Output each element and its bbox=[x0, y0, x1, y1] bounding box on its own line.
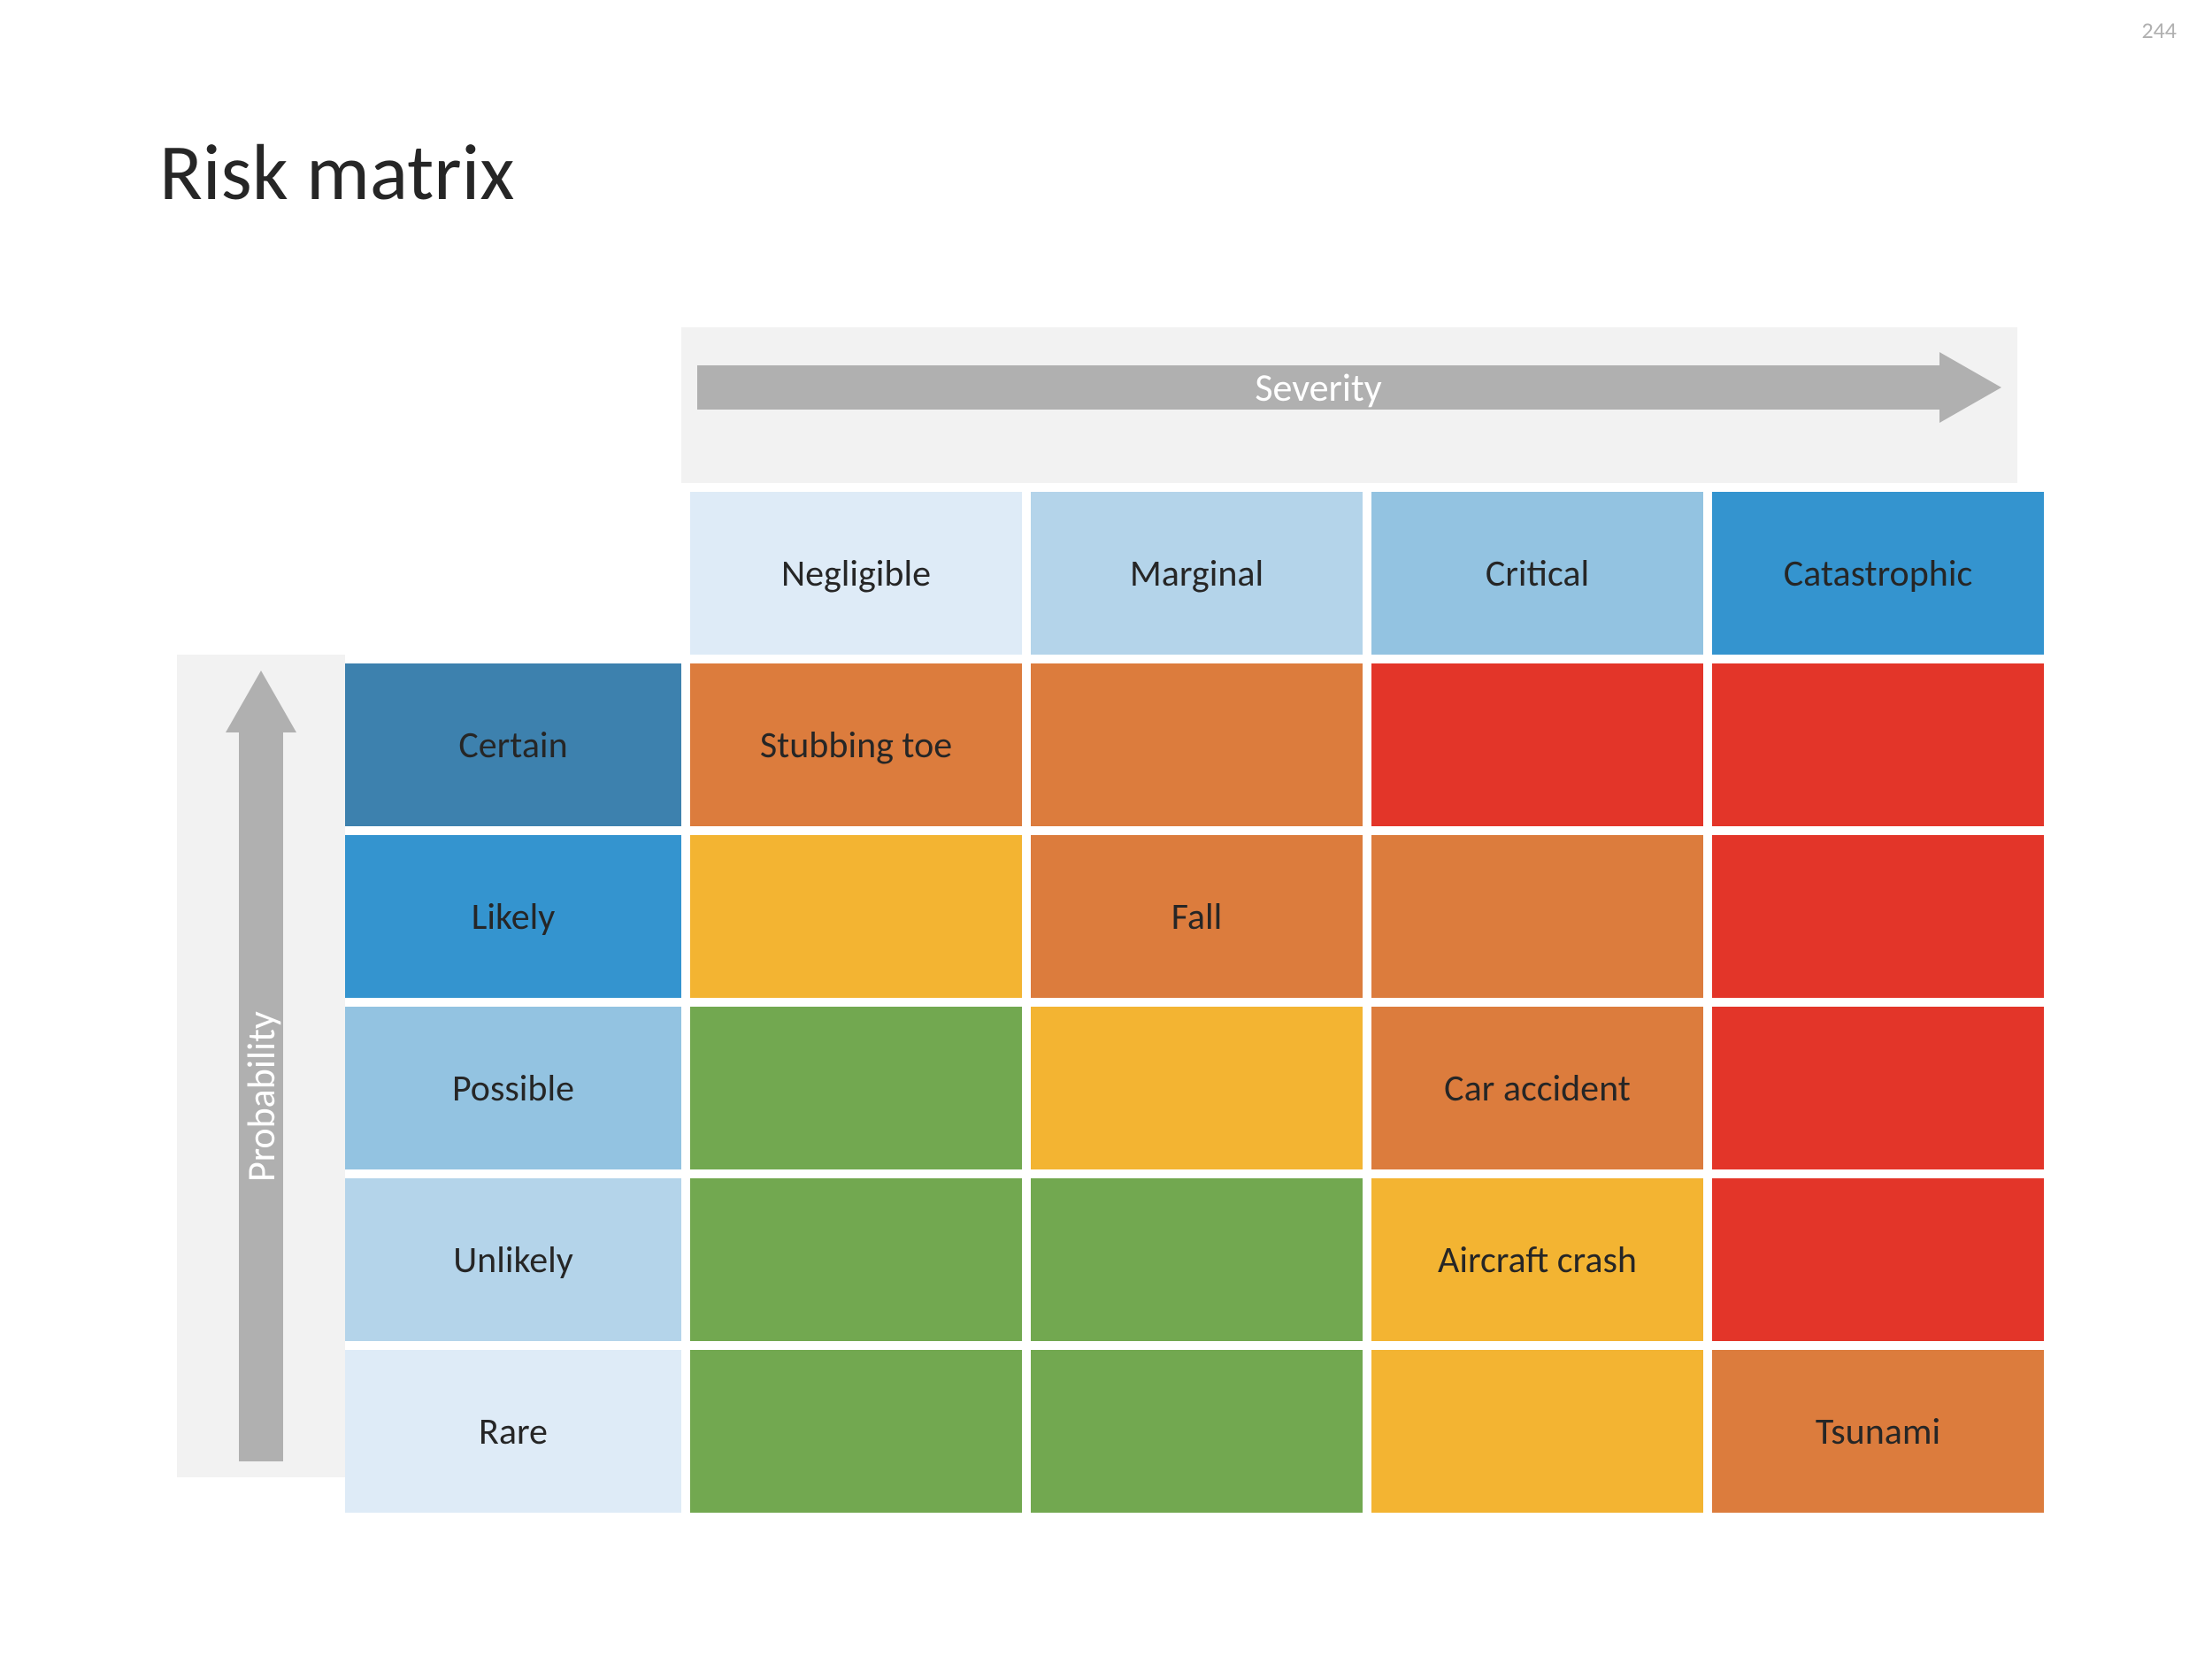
severity-axis: Severity bbox=[681, 327, 2017, 483]
severity-axis-label: Severity bbox=[697, 365, 1939, 410]
probability-header: Possible bbox=[345, 1007, 681, 1169]
risk-cell bbox=[690, 1350, 1022, 1513]
risk-cell bbox=[1712, 663, 2044, 826]
probability-arrow-icon: Probability bbox=[226, 671, 296, 1461]
severity-header: Catastrophic bbox=[1712, 492, 2044, 655]
risk-cell bbox=[1371, 835, 1703, 998]
risk-cell bbox=[1712, 1007, 2044, 1169]
grid-corner-blank bbox=[345, 492, 681, 655]
severity-arrow-icon: Severity bbox=[697, 352, 2001, 423]
risk-cell bbox=[1371, 663, 1703, 826]
risk-cell: Car accident bbox=[1371, 1007, 1703, 1169]
risk-cell bbox=[690, 1178, 1022, 1341]
probability-header: Unlikely bbox=[345, 1178, 681, 1341]
probability-axis-label: Probability bbox=[239, 732, 283, 1461]
risk-cell: Tsunami bbox=[1712, 1350, 2044, 1513]
risk-cell: Aircraft crash bbox=[1371, 1178, 1703, 1341]
risk-cell bbox=[1031, 663, 1363, 826]
severity-header: Critical bbox=[1371, 492, 1703, 655]
risk-cell: Stubbing toe bbox=[690, 663, 1022, 826]
risk-cell bbox=[1031, 1178, 1363, 1341]
probability-header: Likely bbox=[345, 835, 681, 998]
probability-header: Certain bbox=[345, 663, 681, 826]
risk-cell bbox=[690, 835, 1022, 998]
risk-cell bbox=[1031, 1350, 1363, 1513]
page-title: Risk matrix bbox=[159, 124, 514, 221]
risk-cell bbox=[1712, 835, 2044, 998]
risk-cell bbox=[1371, 1350, 1703, 1513]
severity-header: Negligible bbox=[690, 492, 1022, 655]
risk-cell bbox=[1712, 1178, 2044, 1341]
probability-axis: Probability bbox=[177, 655, 345, 1477]
risk-cell: Fall bbox=[1031, 835, 1363, 998]
risk-cell bbox=[1031, 1007, 1363, 1169]
risk-grid: NegligibleMarginalCriticalCatastrophic Ce… bbox=[345, 492, 2044, 1513]
probability-header: Rare bbox=[345, 1350, 681, 1513]
page-number: 244 bbox=[2141, 16, 2177, 44]
severity-header: Marginal bbox=[1031, 492, 1363, 655]
risk-cell bbox=[690, 1007, 1022, 1169]
